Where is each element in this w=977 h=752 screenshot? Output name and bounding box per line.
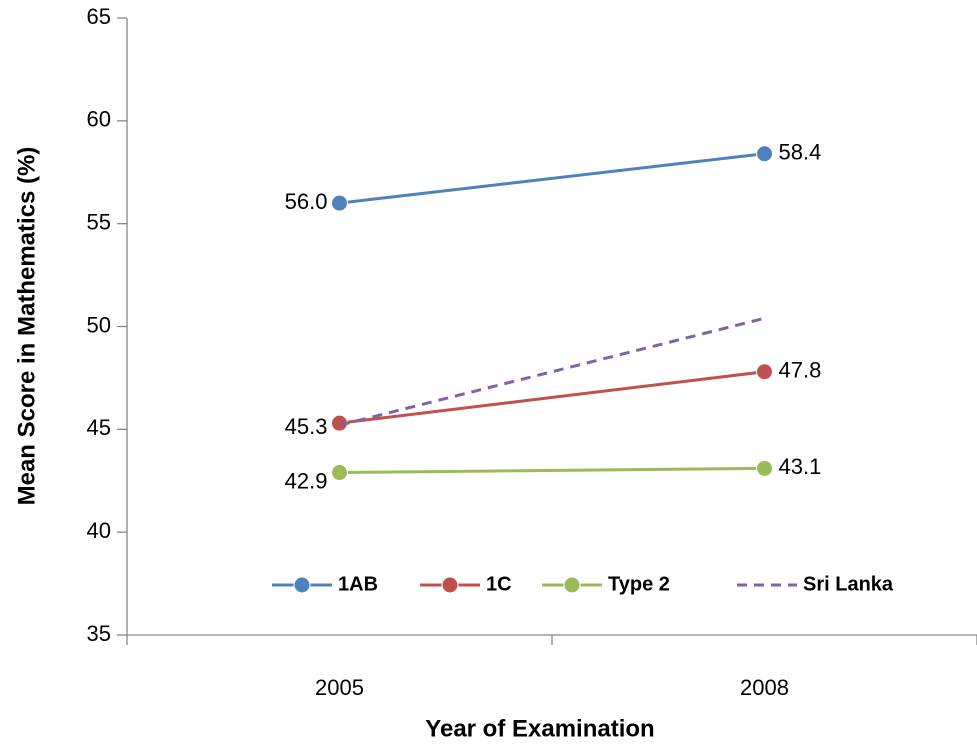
y-tick-label: 40 xyxy=(87,518,111,543)
point xyxy=(331,464,348,482)
series-line xyxy=(339,316,765,427)
y-tick-label: 45 xyxy=(87,415,111,440)
data-label: 47.8 xyxy=(779,358,822,383)
data-label: 56.0 xyxy=(285,189,328,214)
legend-label: Type 2 xyxy=(608,573,670,595)
x-axis-title: Year of Examination xyxy=(425,715,654,742)
point xyxy=(756,363,773,381)
legend-marker xyxy=(563,576,581,594)
legend-marker xyxy=(293,576,311,594)
y-tick-label: 35 xyxy=(87,621,111,646)
data-label: 42.9 xyxy=(285,468,328,493)
point xyxy=(756,459,773,477)
legend-label: 1C xyxy=(486,573,512,595)
data-label: 45.3 xyxy=(285,414,328,439)
legend-marker xyxy=(441,576,459,594)
series-line xyxy=(339,466,765,475)
legend-label: Sri Lanka xyxy=(803,573,894,595)
y-tick-label: 55 xyxy=(87,209,111,234)
point xyxy=(756,145,773,163)
legend-label: 1AB xyxy=(338,573,378,595)
data-label: 58.4 xyxy=(779,140,822,165)
series-line xyxy=(339,370,765,425)
y-tick-label: 50 xyxy=(87,312,111,337)
y-tick-label: 65 xyxy=(87,4,111,29)
point xyxy=(331,194,348,212)
series-line xyxy=(339,152,765,205)
x-tick-label: 2005 xyxy=(315,675,364,700)
data-label: 43.1 xyxy=(779,454,822,479)
y-tick-label: 60 xyxy=(87,107,111,132)
x-tick-label: 2008 xyxy=(740,675,789,700)
y-axis-title: Mean Score in Mathematics (%) xyxy=(13,147,40,506)
